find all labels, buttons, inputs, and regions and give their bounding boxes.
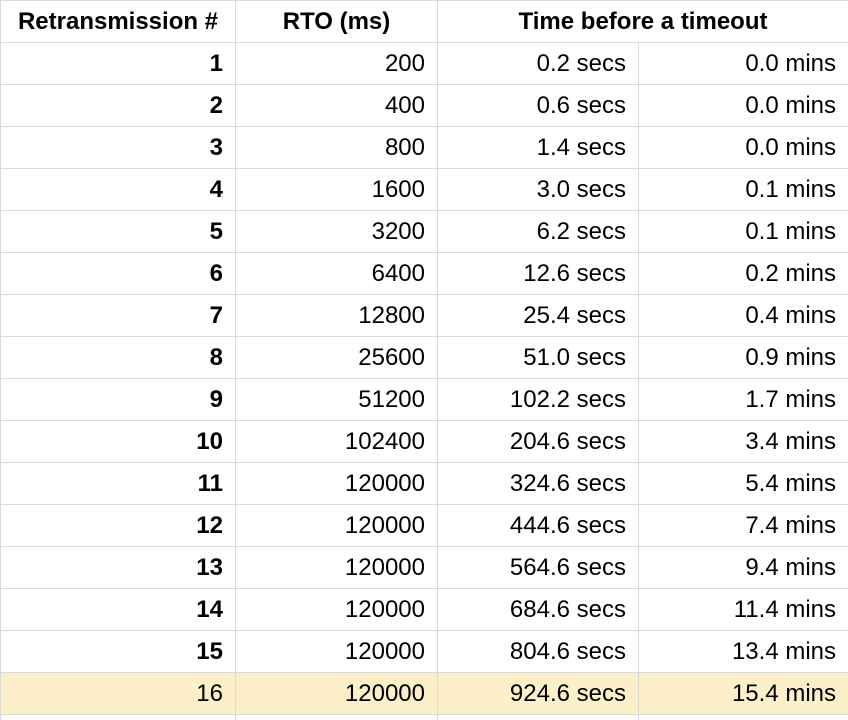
table-cell: 3.0 secs <box>437 168 639 211</box>
table-row: 8 25600 51.0 secs 0.9 mins <box>0 336 848 379</box>
table-row: 4 1600 3.0 secs 0.1 mins <box>0 168 848 211</box>
header-cell: Retransmission # <box>0 0 236 43</box>
table-row: 15 120000 804.6 secs 13.4 mins <box>0 630 848 673</box>
empty-row <box>0 714 848 720</box>
table-cell: 324.6 secs <box>437 462 639 505</box>
table-cell: 684.6 secs <box>437 588 639 631</box>
table-row: 13 120000 564.6 secs 9.4 mins <box>0 546 848 589</box>
table-cell: 2 <box>0 84 236 127</box>
table-cell: 7 <box>0 294 236 337</box>
table-cell: 800 <box>235 126 438 169</box>
table-cell: 120000 <box>235 672 438 715</box>
table-cell: 3.4 mins <box>637 420 848 463</box>
table-cell: 13 <box>0 546 236 589</box>
table-cell: 5.4 mins <box>637 462 848 505</box>
table-body: 1 200 0.2 secs 0.0 mins 2 400 0.6 secs 0.0 mins… <box>0 42 848 720</box>
table-cell: 0.9 mins <box>637 336 848 379</box>
empty-cell <box>637 714 848 720</box>
table-cell: 0.1 mins <box>637 168 848 211</box>
table-cell: 0.0 mins <box>637 84 848 127</box>
table-cell: 102.2 secs <box>437 378 639 421</box>
table-cell: 51.0 secs <box>437 336 639 379</box>
table-cell: 400 <box>235 84 438 127</box>
table-cell: 1 <box>0 42 236 85</box>
table-cell: 15 <box>0 630 236 673</box>
table-cell: 6 <box>0 252 236 295</box>
table-cell: 4 <box>0 168 236 211</box>
table-cell: 6400 <box>235 252 438 295</box>
table-cell: 25.4 secs <box>437 294 639 337</box>
table-cell: 1.7 mins <box>637 378 848 421</box>
table-cell: 102400 <box>235 420 438 463</box>
table-cell: 12800 <box>235 294 438 337</box>
table-cell: 9 <box>0 378 236 421</box>
table-cell: 11.4 mins <box>637 588 848 631</box>
table-cell: 10 <box>0 420 236 463</box>
header-cell: RTO (ms) <box>235 0 438 43</box>
table-cell: 9.4 mins <box>637 546 848 589</box>
table-cell: 14 <box>0 588 236 631</box>
table-cell: 444.6 secs <box>437 504 639 547</box>
table-cell: 11 <box>0 462 236 505</box>
table-cell: 0.0 mins <box>637 42 848 85</box>
table-cell: 12.6 secs <box>437 252 639 295</box>
table-cell: 7.4 mins <box>637 504 848 547</box>
table-cell: 25600 <box>235 336 438 379</box>
empty-cell <box>0 714 236 720</box>
empty-cell <box>235 714 438 720</box>
table-cell: 804.6 secs <box>437 630 639 673</box>
table-cell: 5 <box>0 210 236 253</box>
table-cell: 3 <box>0 126 236 169</box>
table-cell: 12 <box>0 504 236 547</box>
table-cell: 13.4 mins <box>637 630 848 673</box>
table-cell: 120000 <box>235 630 438 673</box>
table-cell: 1600 <box>235 168 438 211</box>
table-cell: 1.4 secs <box>437 126 639 169</box>
table-row: 14 120000 684.6 secs 11.4 mins <box>0 588 848 631</box>
table-cell: 0.2 mins <box>637 252 848 295</box>
table-cell: 3200 <box>235 210 438 253</box>
table-row: 11 120000 324.6 secs 5.4 mins <box>0 462 848 505</box>
table-row: 6 6400 12.6 secs 0.2 mins <box>0 252 848 295</box>
table-row: 12 120000 444.6 secs 7.4 mins <box>0 504 848 547</box>
table-cell: 0.0 mins <box>637 126 848 169</box>
empty-cell <box>437 714 639 720</box>
table-cell: 51200 <box>235 378 438 421</box>
table-cell: 16 <box>0 672 236 715</box>
table-row: 16 120000 924.6 secs 15.4 mins <box>0 672 848 715</box>
table-cell: 120000 <box>235 504 438 547</box>
table-cell: 564.6 secs <box>437 546 639 589</box>
table-cell: 924.6 secs <box>437 672 639 715</box>
table-row: 3 800 1.4 secs 0.0 mins <box>0 126 848 169</box>
table-cell: 120000 <box>235 588 438 631</box>
table-row: 7 12800 25.4 secs 0.4 mins <box>0 294 848 337</box>
table-cell: 0.4 mins <box>637 294 848 337</box>
table-cell: 200 <box>235 42 438 85</box>
table-cell: 0.6 secs <box>437 84 639 127</box>
table-cell: 120000 <box>235 546 438 589</box>
table-cell: 0.2 secs <box>437 42 639 85</box>
header-cell: Time before a timeout <box>436 0 848 43</box>
table-row: 10 102400 204.6 secs 3.4 mins <box>0 420 848 463</box>
table-row: 5 3200 6.2 secs 0.1 mins <box>0 210 848 253</box>
table-row: 2 400 0.6 secs 0.0 mins <box>0 84 848 127</box>
table-cell: 15.4 mins <box>637 672 848 715</box>
table-row: 9 51200 102.2 secs 1.7 mins <box>0 378 848 421</box>
table-cell: 8 <box>0 336 236 379</box>
table-row: 1 200 0.2 secs 0.0 mins <box>0 42 848 85</box>
table-cell: 204.6 secs <box>437 420 639 463</box>
table-cell: 6.2 secs <box>437 210 639 253</box>
header-row: Retransmission # RTO (ms) Time before a … <box>0 0 848 43</box>
table-cell: 120000 <box>235 462 438 505</box>
table-cell: 0.1 mins <box>637 210 848 253</box>
